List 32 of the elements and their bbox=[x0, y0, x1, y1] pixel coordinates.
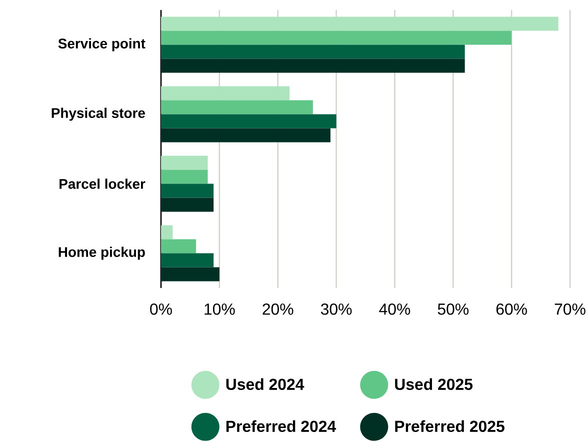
x-tick-label: 30% bbox=[320, 304, 352, 315]
y-tick-label: Parcel locker bbox=[60, 178, 146, 189]
bar bbox=[161, 128, 330, 142]
x-tick-label: 0% bbox=[150, 304, 172, 315]
bar bbox=[161, 239, 196, 254]
y-tick-label: Physical store bbox=[52, 108, 145, 121]
bar bbox=[161, 156, 208, 170]
bar bbox=[161, 58, 465, 73]
bar bbox=[161, 184, 214, 198]
bar bbox=[161, 198, 214, 212]
bar bbox=[161, 267, 220, 282]
legend-label: Used 2025 bbox=[395, 378, 473, 390]
x-tick-label: 60% bbox=[496, 304, 527, 315]
bar bbox=[161, 114, 336, 128]
y-tick-label: Service point bbox=[58, 38, 146, 52]
legend-label: Preferred 2024 bbox=[226, 420, 336, 432]
legend-label: Preferred 2025 bbox=[395, 420, 504, 432]
x-tick-label: 50% bbox=[438, 304, 469, 315]
x-tick-label: 10% bbox=[204, 304, 235, 315]
bar bbox=[161, 30, 512, 45]
bar bbox=[161, 225, 173, 240]
x-tick-label: 40% bbox=[379, 304, 410, 315]
bar bbox=[161, 86, 290, 100]
legend-label: Used 2024 bbox=[226, 378, 304, 390]
bar bbox=[161, 253, 214, 268]
bar bbox=[161, 16, 558, 31]
x-tick-label: 20% bbox=[262, 304, 294, 315]
y-tick-label: Home pickup bbox=[58, 246, 145, 260]
bar bbox=[161, 170, 208, 184]
bar bbox=[161, 44, 465, 59]
x-tick-label: 70% bbox=[554, 304, 586, 315]
bar bbox=[161, 100, 313, 114]
